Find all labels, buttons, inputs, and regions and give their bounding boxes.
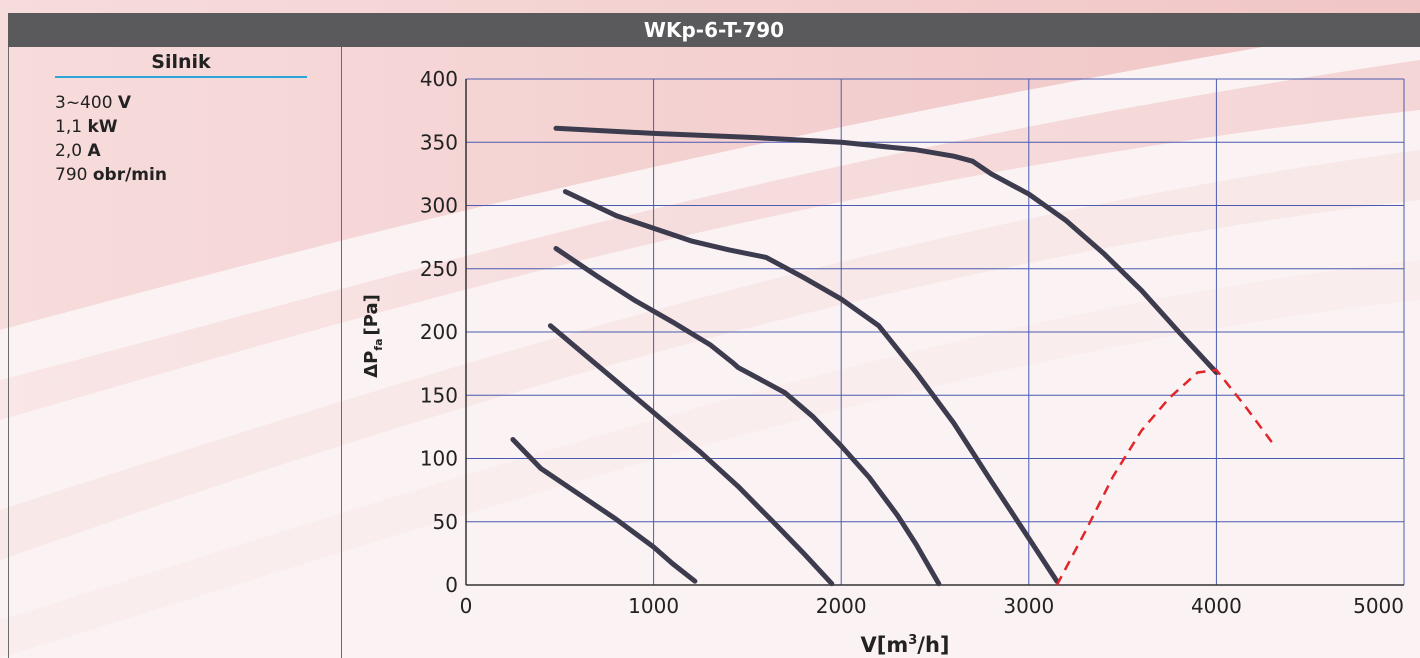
motor-panel: Silnik 3~400 V 1,1 kW 2,0 A 790 obr/min [8,47,342,658]
motor-specs: 3~400 V 1,1 kW 2,0 A 790 obr/min [55,91,167,187]
limit-curve-path [1055,368,1274,586]
y-tick-label: 50 [433,510,458,534]
y-axis-ticks: 0 50 100 150 200 250 300 350 400 [420,67,458,597]
fan-curve-2 [547,323,835,587]
x-axis-ticks: 0 1000 2000 3000 4000 5000 [460,594,1404,618]
fan-curve-4 [562,189,1060,584]
y-tick-label: 100 [420,447,458,471]
x-tick-label: 4000 [1191,594,1242,618]
spec-current: 2,0 A [55,141,101,161]
spec-power: 1,1 kW [55,117,118,137]
y-tick-label: 0 [445,573,458,597]
fan-curve-5 [553,125,1219,375]
y-tick-label: 200 [420,320,458,344]
fan-curves [510,125,1219,587]
x-axis-label: V[m3/h] [861,633,950,657]
y-tick-label: 150 [420,383,458,407]
fan-curve-3 [553,246,942,587]
x-tick-label: 1000 [628,594,679,618]
spec-speed: 790 obr/min [55,165,167,185]
x-tick-label: 0 [460,594,473,618]
fan-curve-1 [510,437,698,584]
y-tick-label: 300 [420,194,458,218]
x-tick-label: 2000 [816,594,867,618]
x-tick-label: 3000 [1003,594,1054,618]
limit-curve [1055,368,1274,586]
y-tick-label: 400 [420,67,458,91]
y-tick-label: 250 [420,257,458,281]
spec-voltage: 3~400 V [55,93,132,113]
chart-title: WKp-6-T-790 [8,13,1420,47]
y-tick-label: 350 [420,130,458,154]
x-tick-label: 5000 [1353,594,1404,618]
motor-heading: Silnik [55,51,307,78]
y-axis-label: ΔPfa[Pa] [361,294,385,378]
